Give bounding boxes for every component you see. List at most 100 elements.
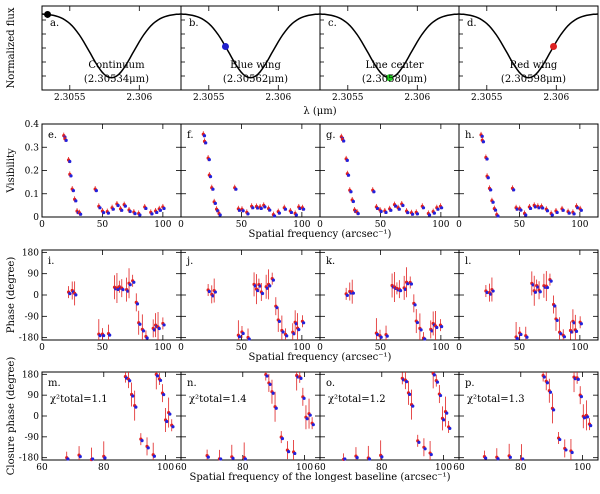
panel-frame-2-3 <box>458 249 599 341</box>
model-point <box>294 213 298 217</box>
model-point <box>408 392 412 396</box>
model-point <box>280 436 285 441</box>
model-point <box>589 424 593 428</box>
model-point <box>308 413 312 417</box>
model-point <box>579 395 584 399</box>
model-point <box>69 174 73 178</box>
model-point <box>558 437 562 442</box>
model-point <box>305 417 309 421</box>
model-point <box>397 207 401 211</box>
panel-label: p. <box>465 378 475 389</box>
y-tick-label: 90 <box>28 391 40 401</box>
model-point <box>375 333 380 337</box>
model-point <box>123 204 127 208</box>
model-point <box>411 212 415 216</box>
model-point <box>537 206 541 210</box>
model-point <box>385 334 389 338</box>
model-point <box>481 140 486 144</box>
model-point <box>343 457 347 461</box>
model-point <box>265 374 269 378</box>
model-point <box>372 190 376 194</box>
model-point <box>211 294 215 298</box>
model-point <box>287 449 291 454</box>
model-point <box>404 380 409 384</box>
x-tick-label: 100 <box>293 220 310 230</box>
panel-frame-2-2 <box>319 249 460 341</box>
model-point <box>550 213 554 217</box>
panel-label: f. <box>187 130 194 141</box>
model-point <box>298 206 302 211</box>
panel-label: h. <box>465 130 475 141</box>
model-point <box>206 455 210 459</box>
model-point <box>213 290 217 294</box>
model-point <box>435 325 439 330</box>
x-tick-label: 2.3055 <box>332 93 364 103</box>
panel-label: o. <box>326 378 335 389</box>
panel-frame-2-0 <box>41 249 182 341</box>
x-tick-label: 100 <box>154 343 171 353</box>
model-point <box>512 188 516 192</box>
model-point <box>268 382 272 387</box>
model-point <box>442 418 446 422</box>
model-point <box>157 326 161 331</box>
x-axis-label: Spatial frequency (arcsec⁻¹) <box>249 352 392 363</box>
model-point <box>389 208 393 212</box>
panel-label: b. <box>189 18 199 29</box>
model-point <box>158 208 163 212</box>
model-point <box>162 323 166 327</box>
y-axis-label: Visibility <box>6 148 17 194</box>
model-point <box>162 206 166 211</box>
panel-label: g. <box>326 130 336 141</box>
model-point <box>277 319 282 324</box>
model-point <box>436 207 440 211</box>
x-tick-label: 2.3055 <box>54 93 86 103</box>
y-tick-label: 0 <box>33 291 39 301</box>
model-point <box>349 190 353 194</box>
x-tick-label: 60 <box>314 463 326 473</box>
model-point <box>74 199 78 203</box>
x-tick-label: 0 <box>178 220 184 230</box>
model-point <box>292 332 296 336</box>
model-point <box>208 175 213 179</box>
model-point <box>541 206 545 210</box>
model-point <box>78 455 82 459</box>
x-tick-label: 2.306 <box>543 93 569 103</box>
model-point <box>68 159 72 164</box>
model-point <box>135 302 140 306</box>
x-tick-label: 0 <box>178 343 184 353</box>
panel-label: k. <box>326 256 335 267</box>
model-point <box>415 320 420 325</box>
model-point <box>259 206 263 211</box>
model-point <box>241 209 245 213</box>
model-point <box>218 213 222 217</box>
model-point <box>345 293 349 297</box>
model-point <box>133 212 137 216</box>
model-point <box>559 332 563 336</box>
chi2-annotation: χ²total=1.4 <box>189 394 247 405</box>
panel-frame-1-0 <box>41 123 182 218</box>
model-point <box>207 289 211 294</box>
model-point <box>246 212 250 216</box>
model-point <box>234 187 238 191</box>
model-point <box>162 392 166 397</box>
x-tick-label: 80 <box>237 463 249 473</box>
model-point <box>572 321 576 325</box>
y-tick-label: -180 <box>19 334 39 344</box>
y-tick-label: -90 <box>25 433 40 443</box>
chi2-annotation: χ²total=1.1 <box>50 394 108 405</box>
panel-wavelength: (2.30598μm) <box>501 74 566 85</box>
model-point <box>271 391 275 395</box>
model-point <box>260 291 265 296</box>
model-point <box>564 448 568 452</box>
model-point <box>273 214 277 218</box>
panel-label: a. <box>50 18 59 29</box>
model-point <box>430 329 434 333</box>
model-point <box>384 210 388 215</box>
model-point <box>496 457 500 461</box>
x-tick-label: 0 <box>456 343 462 353</box>
model-point <box>536 285 540 289</box>
panel-name: Line center <box>365 60 423 71</box>
model-point <box>213 201 217 205</box>
wavelength-marker <box>221 42 229 50</box>
y-tick-label: -180 <box>19 454 39 464</box>
